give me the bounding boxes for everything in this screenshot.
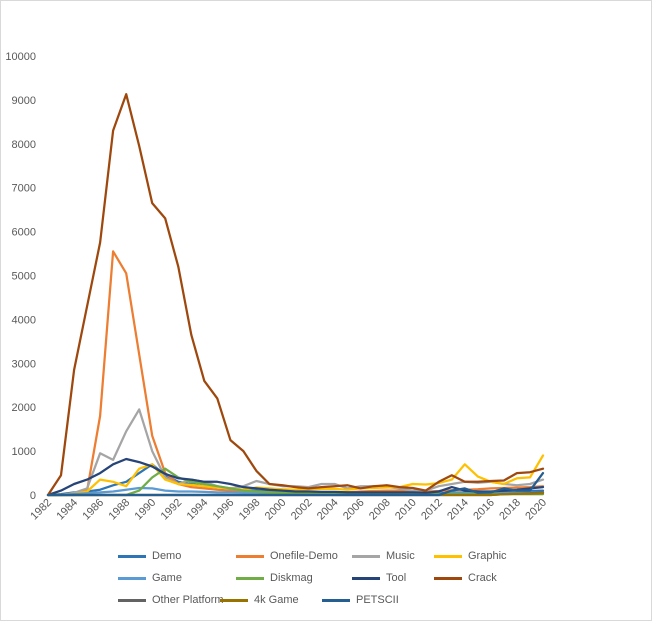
legend-item: Diskmag	[236, 572, 313, 584]
y-tick-label: 3000	[12, 358, 36, 370]
y-tick-label: 4000	[12, 314, 36, 326]
legend-label: Crack	[468, 572, 497, 584]
legend-item: Music	[352, 550, 415, 562]
legend-swatch	[322, 598, 350, 602]
legend-label: Diskmag	[270, 572, 313, 584]
chart-legend: Demo Onefile-Demo Music Graphic Game Diskmag T…	[0, 546, 652, 616]
x-tick-label: 2018	[497, 497, 523, 523]
x-tick-label: 2020	[523, 497, 549, 523]
x-tick-label: 2004	[315, 497, 341, 523]
x-tick-label: 2010	[393, 497, 419, 523]
legend-swatch	[236, 576, 264, 580]
x-tick-label: 2000	[263, 497, 289, 523]
x-tick-label: 1992	[159, 497, 185, 523]
legend-item: Onefile-Demo	[236, 550, 338, 562]
y-tick-label: 0	[30, 490, 36, 502]
series-line-graphic	[46, 454, 545, 497]
legend-label: Onefile-Demo	[270, 550, 338, 562]
x-tick-label: 1990	[133, 497, 159, 523]
legend-item: Other Platform	[118, 594, 224, 606]
y-tick-label: 7000	[12, 183, 36, 195]
legend-item: Crack	[434, 572, 497, 584]
legend-swatch	[118, 576, 146, 580]
legend-label: 4k Game	[254, 594, 299, 606]
y-tick-label: 8000	[12, 139, 36, 151]
legend-label: Game	[152, 572, 182, 584]
x-tick-label: 2008	[367, 497, 393, 523]
x-tick-label: 2002	[289, 497, 315, 523]
legend-swatch	[220, 598, 248, 602]
x-tick-label: 1988	[106, 497, 132, 523]
series-line-petscii	[46, 471, 545, 497]
legend-label: PETSCII	[356, 594, 399, 606]
legend-label: Demo	[152, 550, 182, 562]
x-tick-label: 2006	[341, 497, 367, 523]
legend-item: Game	[118, 572, 182, 584]
legend-item: Demo	[118, 550, 181, 562]
x-tick-label: 1986	[80, 497, 106, 523]
legend-swatch	[118, 598, 146, 602]
legend-label: Graphic	[468, 550, 507, 562]
y-tick-label: 5000	[12, 271, 36, 283]
legend-swatch	[236, 554, 264, 558]
x-tick-label: 1998	[237, 497, 263, 523]
legend-item: PETSCII	[322, 594, 399, 606]
x-tick-label: 1994	[185, 497, 211, 523]
legend-label: Tool	[386, 572, 407, 584]
y-tick-label: 1000	[12, 446, 36, 458]
line-chart: 0 1000 2000 3000 4000 5000 6000 7000 8000 9000 100…	[5, 51, 549, 523]
legend-swatch	[352, 576, 380, 580]
x-tick-label: 1984	[54, 497, 80, 523]
x-tick-label: 2016	[471, 497, 497, 523]
legend-swatch	[434, 554, 462, 558]
series-line-crack	[46, 93, 545, 497]
legend-swatch	[434, 576, 462, 580]
x-tick-label: 1996	[211, 497, 237, 523]
legend-item: 4k Game	[220, 594, 299, 606]
legend-label: Music	[386, 550, 415, 562]
legend-label: Other Platform	[152, 594, 224, 606]
legend-swatch	[118, 554, 146, 558]
series-line-onefile-demo	[46, 250, 545, 497]
x-tick-label: 2014	[445, 497, 471, 523]
y-tick-label: 9000	[12, 95, 36, 107]
legend-swatch	[352, 554, 380, 558]
x-tick-label: 2012	[419, 497, 445, 523]
legend-item: Graphic	[434, 550, 507, 562]
legend-item: Tool	[352, 572, 406, 584]
y-tick-label: 2000	[12, 402, 36, 414]
y-tick-label: 6000	[12, 227, 36, 239]
y-tick-label: 10000	[5, 51, 36, 63]
